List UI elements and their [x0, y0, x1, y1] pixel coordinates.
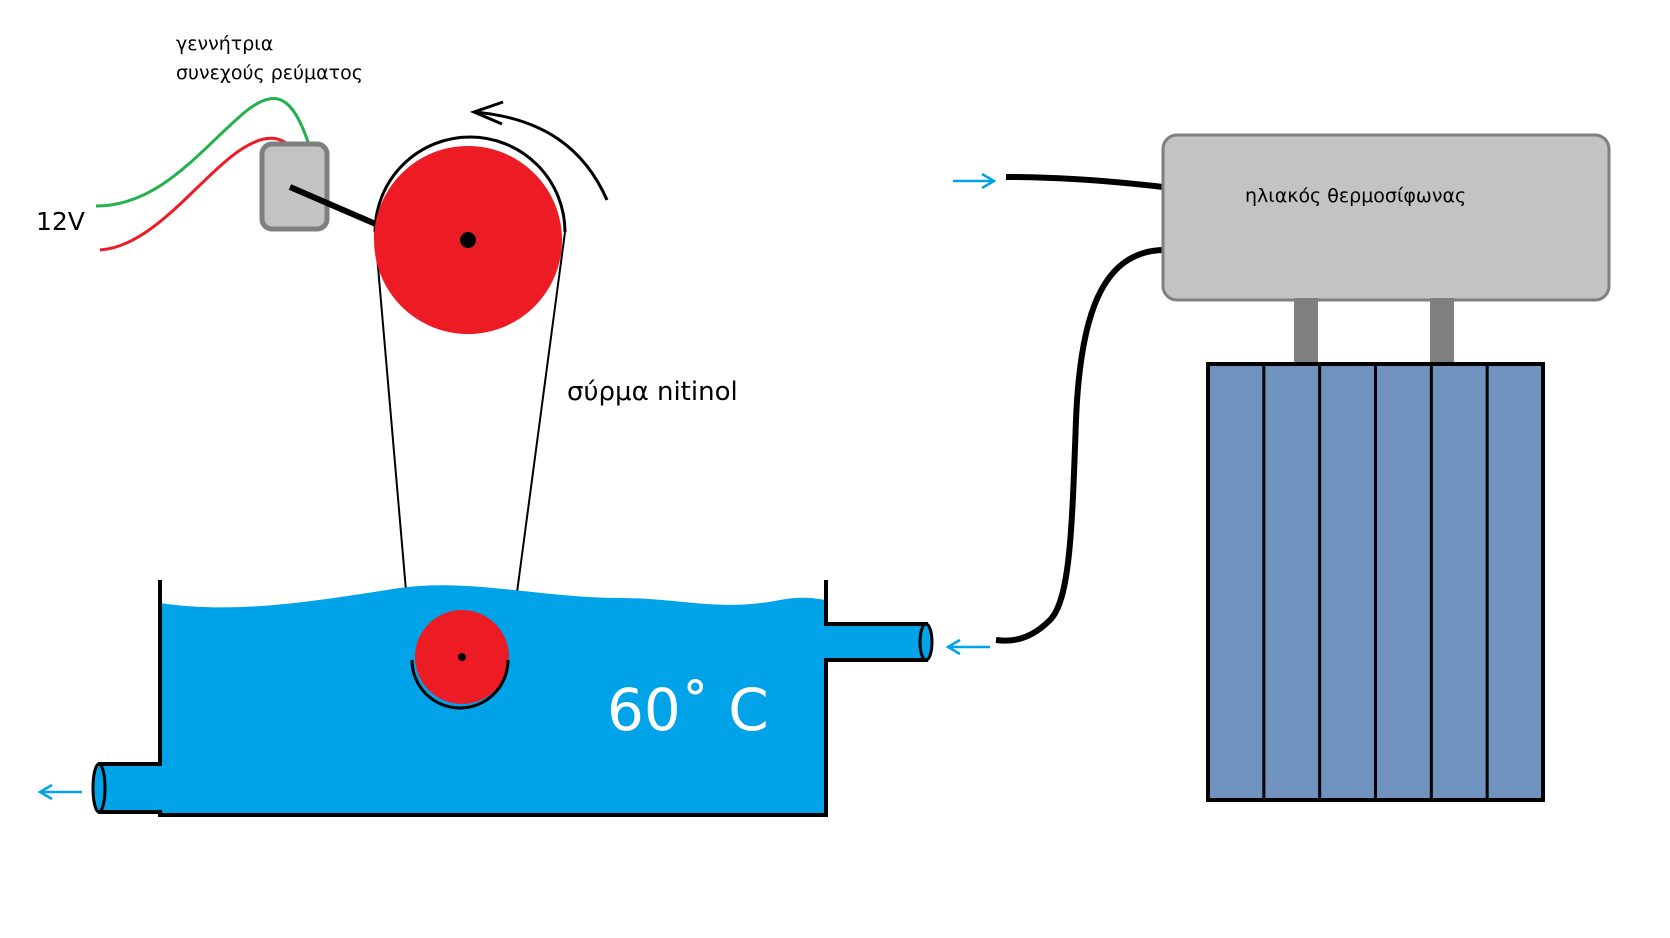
water-temperature-label: 60˚ C [607, 676, 769, 744]
generator-label-line1: γεννήτρια [176, 33, 274, 55]
water [98, 585, 928, 814]
nitinol-wire-top [373, 135, 567, 233]
generator-label: γεννήτρια συνεχούς ρεύματος [176, 30, 363, 88]
nitinol-wire-label: σύρμα nitinol [567, 377, 738, 407]
heater-support-right [1430, 298, 1454, 366]
green-wire [95, 97, 310, 208]
generator-shaft [288, 184, 380, 228]
rotation-arrowhead-icon [469, 100, 504, 126]
flow-arrow-in-tank-icon [945, 638, 990, 656]
tank-outline [98, 580, 928, 817]
outlet-pipe-opening [91, 762, 107, 814]
heater-support-left [1294, 298, 1318, 366]
nitinol-wire-bottom [410, 659, 510, 710]
upper-pulley-axle [460, 232, 476, 248]
flow-arrow-cold-in-icon [953, 172, 997, 190]
nitinol-wire-right [507, 231, 566, 661]
flow-arrow-out-icon [37, 783, 82, 801]
solar-heater-label: ηλιακός θερμοσίφωνας [1245, 185, 1467, 207]
solar-panel-tubes [1262, 364, 1489, 800]
voltage-label: 12V [36, 207, 85, 236]
lower-pulley-axle [458, 653, 466, 661]
hot-water-pipe [995, 247, 1166, 644]
heater-tank [1161, 133, 1611, 302]
outlet-pipe-water [98, 764, 162, 812]
generator-label-line2: συνεχούς ρεύματος [176, 62, 363, 84]
inlet-pipe-opening [918, 622, 934, 662]
cold-water-pipe [1005, 174, 1164, 190]
rotation-arrow-icon [473, 110, 609, 201]
red-wire [99, 136, 294, 252]
